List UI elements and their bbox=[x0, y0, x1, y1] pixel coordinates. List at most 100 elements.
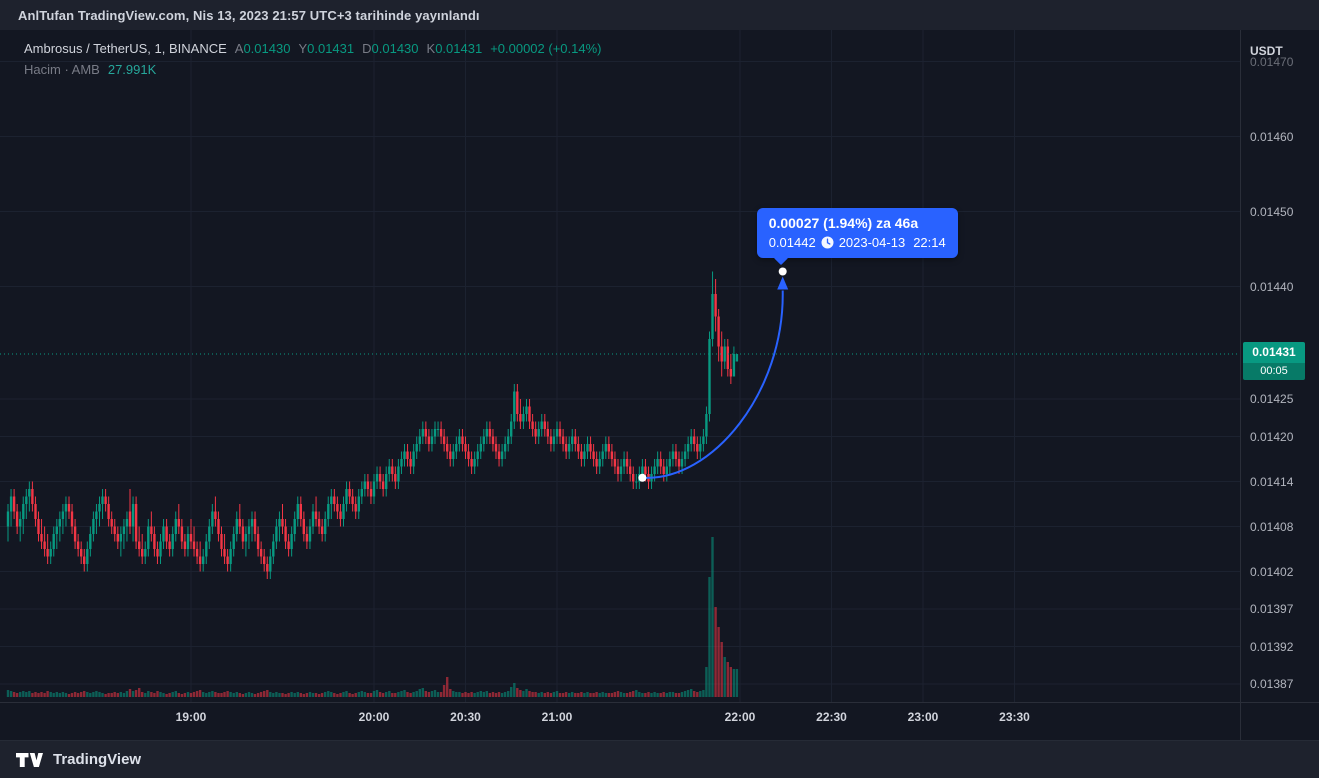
candle-body bbox=[458, 436, 461, 444]
candle-body bbox=[293, 519, 296, 534]
candle-body bbox=[589, 444, 592, 452]
candle-body bbox=[449, 451, 452, 459]
volume-value: 27.991K bbox=[107, 62, 157, 77]
candle-body bbox=[430, 436, 434, 444]
candle-body bbox=[519, 414, 522, 422]
volume-bar bbox=[43, 693, 46, 697]
volume-bar bbox=[320, 693, 324, 697]
volume-bar bbox=[92, 692, 95, 697]
volume-bar bbox=[247, 692, 251, 697]
price-axis[interactable]: USDT 0.01470 0.01460 0.01450 0.01440 0.01425… bbox=[1240, 0, 1319, 778]
candle-body bbox=[403, 451, 406, 459]
candle-body bbox=[217, 519, 220, 534]
time-tick-label: 20:00 bbox=[358, 710, 390, 724]
volume-bar bbox=[711, 537, 714, 697]
candle-body bbox=[198, 556, 202, 564]
candle-body bbox=[467, 451, 470, 459]
volume-bar bbox=[177, 693, 180, 697]
volume-bar bbox=[616, 691, 620, 697]
candle-body bbox=[577, 444, 580, 452]
volume-bar bbox=[351, 694, 354, 697]
trend-arrow-curve[interactable] bbox=[642, 290, 784, 479]
candle-body bbox=[324, 519, 327, 534]
volume-bar bbox=[488, 693, 492, 697]
candle-body bbox=[513, 391, 516, 422]
candle-body bbox=[680, 459, 684, 467]
candle-body bbox=[290, 534, 293, 549]
volume-bar bbox=[455, 692, 458, 697]
time-tick-label: 22:00 bbox=[724, 710, 756, 724]
candle-body bbox=[147, 526, 150, 549]
volume-bar bbox=[134, 690, 138, 697]
candle-body bbox=[497, 451, 501, 459]
tooltip-target-time: 22:14 bbox=[913, 234, 946, 250]
candle-body bbox=[134, 504, 138, 542]
volume-bar bbox=[699, 691, 702, 697]
candle-body bbox=[348, 489, 351, 497]
candle-body bbox=[34, 504, 37, 519]
candle-body bbox=[595, 459, 598, 467]
candle-body bbox=[354, 504, 357, 512]
volume-bar bbox=[101, 693, 104, 697]
volume-bar bbox=[418, 689, 421, 697]
candle-body bbox=[186, 534, 190, 549]
candle-body bbox=[314, 511, 318, 519]
volume-bar bbox=[67, 694, 71, 697]
trend-end-point[interactable] bbox=[778, 267, 787, 276]
price-tick-label: 0.01402 bbox=[1250, 564, 1294, 579]
candle-body bbox=[528, 406, 531, 422]
volume-bar bbox=[479, 691, 482, 697]
candle-body bbox=[696, 444, 699, 452]
candle-body bbox=[391, 466, 394, 474]
volume-bar bbox=[314, 693, 318, 697]
candle-body bbox=[461, 436, 464, 444]
candle-body bbox=[714, 294, 717, 317]
candle-body bbox=[61, 511, 65, 519]
volume-bar bbox=[729, 667, 732, 697]
candle-body bbox=[552, 436, 556, 444]
volume-bar bbox=[461, 693, 464, 697]
candle-body bbox=[95, 511, 98, 519]
volume-bar bbox=[159, 692, 162, 697]
volume-bar bbox=[458, 692, 461, 697]
volume-bar bbox=[610, 693, 614, 697]
candle-body bbox=[308, 526, 312, 542]
candle-body bbox=[574, 436, 577, 444]
candle-body bbox=[647, 474, 650, 482]
candle-body bbox=[211, 511, 214, 527]
price-tick-label: 0.01450 bbox=[1250, 204, 1294, 219]
volume-bar bbox=[223, 692, 226, 697]
time-axis[interactable]: 19:00 20:00 20:30 21:00 22:00 22:30 23:00 23:30 bbox=[0, 702, 1319, 740]
time-tick-label: 19:00 bbox=[175, 710, 207, 724]
candle-body bbox=[686, 444, 690, 452]
candle-body bbox=[558, 429, 562, 437]
tradingview-logo-icon[interactable] bbox=[14, 748, 44, 772]
price-tick-label: 0.01425 bbox=[1250, 392, 1294, 406]
volume-bar bbox=[647, 692, 650, 697]
volume-bar bbox=[629, 692, 632, 697]
volume-bar bbox=[360, 691, 363, 697]
candle-body bbox=[116, 534, 119, 542]
candle-body bbox=[635, 481, 638, 483]
volume-bar bbox=[598, 693, 601, 697]
volume-bar bbox=[171, 692, 174, 697]
candle-body bbox=[162, 526, 165, 542]
volume-bar bbox=[607, 693, 610, 697]
tradingview-brand[interactable]: TradingView bbox=[53, 751, 142, 768]
volume-bar bbox=[400, 691, 403, 697]
candle-body bbox=[720, 346, 723, 362]
candle-body bbox=[409, 459, 412, 467]
trend-start-point[interactable] bbox=[638, 473, 647, 482]
volume-bar bbox=[397, 692, 400, 697]
volume-bar bbox=[412, 692, 415, 697]
candle-body bbox=[677, 459, 681, 467]
volume-bar bbox=[55, 692, 58, 697]
volume-bar bbox=[375, 690, 379, 697]
trend-arrow-head bbox=[777, 276, 789, 290]
volume-bar bbox=[305, 693, 309, 697]
volume-bar bbox=[564, 692, 568, 697]
volume-bar bbox=[311, 693, 315, 697]
symbol-title[interactable]: Ambrosus / TetherUS, 1, BINANCE bbox=[24, 41, 227, 56]
volume-bar bbox=[357, 692, 360, 697]
